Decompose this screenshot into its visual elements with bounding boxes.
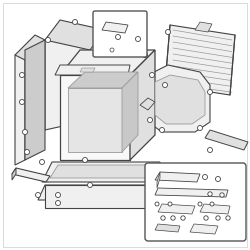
Circle shape — [116, 34, 120, 40]
Circle shape — [226, 216, 230, 220]
Circle shape — [150, 72, 154, 78]
Circle shape — [22, 130, 28, 134]
Polygon shape — [12, 168, 16, 180]
Polygon shape — [45, 30, 90, 130]
Polygon shape — [155, 224, 180, 232]
Circle shape — [160, 182, 164, 188]
Circle shape — [56, 200, 60, 205]
Circle shape — [108, 20, 112, 24]
Polygon shape — [38, 185, 165, 200]
Polygon shape — [195, 22, 212, 32]
Circle shape — [20, 100, 24, 104]
Polygon shape — [158, 204, 195, 214]
Polygon shape — [155, 172, 200, 182]
Polygon shape — [55, 65, 130, 75]
Polygon shape — [102, 22, 128, 33]
FancyBboxPatch shape — [3, 3, 247, 247]
Circle shape — [208, 90, 212, 94]
Circle shape — [210, 202, 214, 206]
FancyBboxPatch shape — [145, 163, 246, 241]
Polygon shape — [80, 68, 95, 72]
Circle shape — [161, 216, 165, 220]
Circle shape — [20, 72, 24, 78]
Circle shape — [136, 36, 140, 42]
Polygon shape — [42, 162, 160, 182]
Circle shape — [142, 52, 148, 58]
Circle shape — [36, 192, 41, 198]
Circle shape — [56, 192, 60, 198]
Polygon shape — [122, 72, 138, 152]
Polygon shape — [200, 204, 230, 214]
Circle shape — [72, 20, 78, 24]
Circle shape — [160, 128, 164, 132]
Circle shape — [171, 216, 175, 220]
Polygon shape — [190, 224, 218, 234]
Circle shape — [216, 176, 220, 182]
Polygon shape — [155, 75, 205, 124]
Polygon shape — [165, 25, 235, 95]
Circle shape — [204, 216, 208, 220]
Circle shape — [198, 202, 202, 206]
Circle shape — [216, 216, 220, 220]
Circle shape — [155, 202, 159, 206]
Circle shape — [24, 150, 29, 154]
Polygon shape — [15, 35, 45, 60]
Circle shape — [82, 158, 87, 162]
Circle shape — [162, 82, 168, 87]
Polygon shape — [130, 50, 155, 160]
Circle shape — [208, 148, 212, 152]
Circle shape — [166, 30, 170, 35]
Circle shape — [46, 38, 51, 43]
Polygon shape — [45, 185, 165, 208]
FancyBboxPatch shape — [93, 11, 147, 57]
Circle shape — [202, 174, 207, 180]
Polygon shape — [50, 165, 152, 178]
Circle shape — [181, 216, 185, 220]
Polygon shape — [12, 168, 50, 182]
Polygon shape — [155, 188, 228, 197]
Circle shape — [88, 182, 92, 188]
Polygon shape — [68, 88, 122, 152]
Circle shape — [198, 126, 202, 130]
Polygon shape — [25, 40, 45, 160]
Circle shape — [208, 192, 212, 196]
Circle shape — [148, 118, 152, 122]
Polygon shape — [68, 72, 138, 88]
Polygon shape — [148, 65, 210, 132]
Polygon shape — [140, 98, 155, 110]
Circle shape — [146, 200, 150, 205]
Polygon shape — [205, 130, 248, 150]
Circle shape — [220, 193, 224, 197]
Polygon shape — [60, 75, 130, 160]
Circle shape — [168, 202, 172, 206]
Circle shape — [146, 192, 150, 198]
Circle shape — [110, 48, 114, 52]
Polygon shape — [157, 172, 160, 188]
Polygon shape — [60, 50, 155, 75]
Circle shape — [40, 160, 44, 164]
Polygon shape — [15, 50, 25, 165]
Polygon shape — [45, 20, 105, 50]
